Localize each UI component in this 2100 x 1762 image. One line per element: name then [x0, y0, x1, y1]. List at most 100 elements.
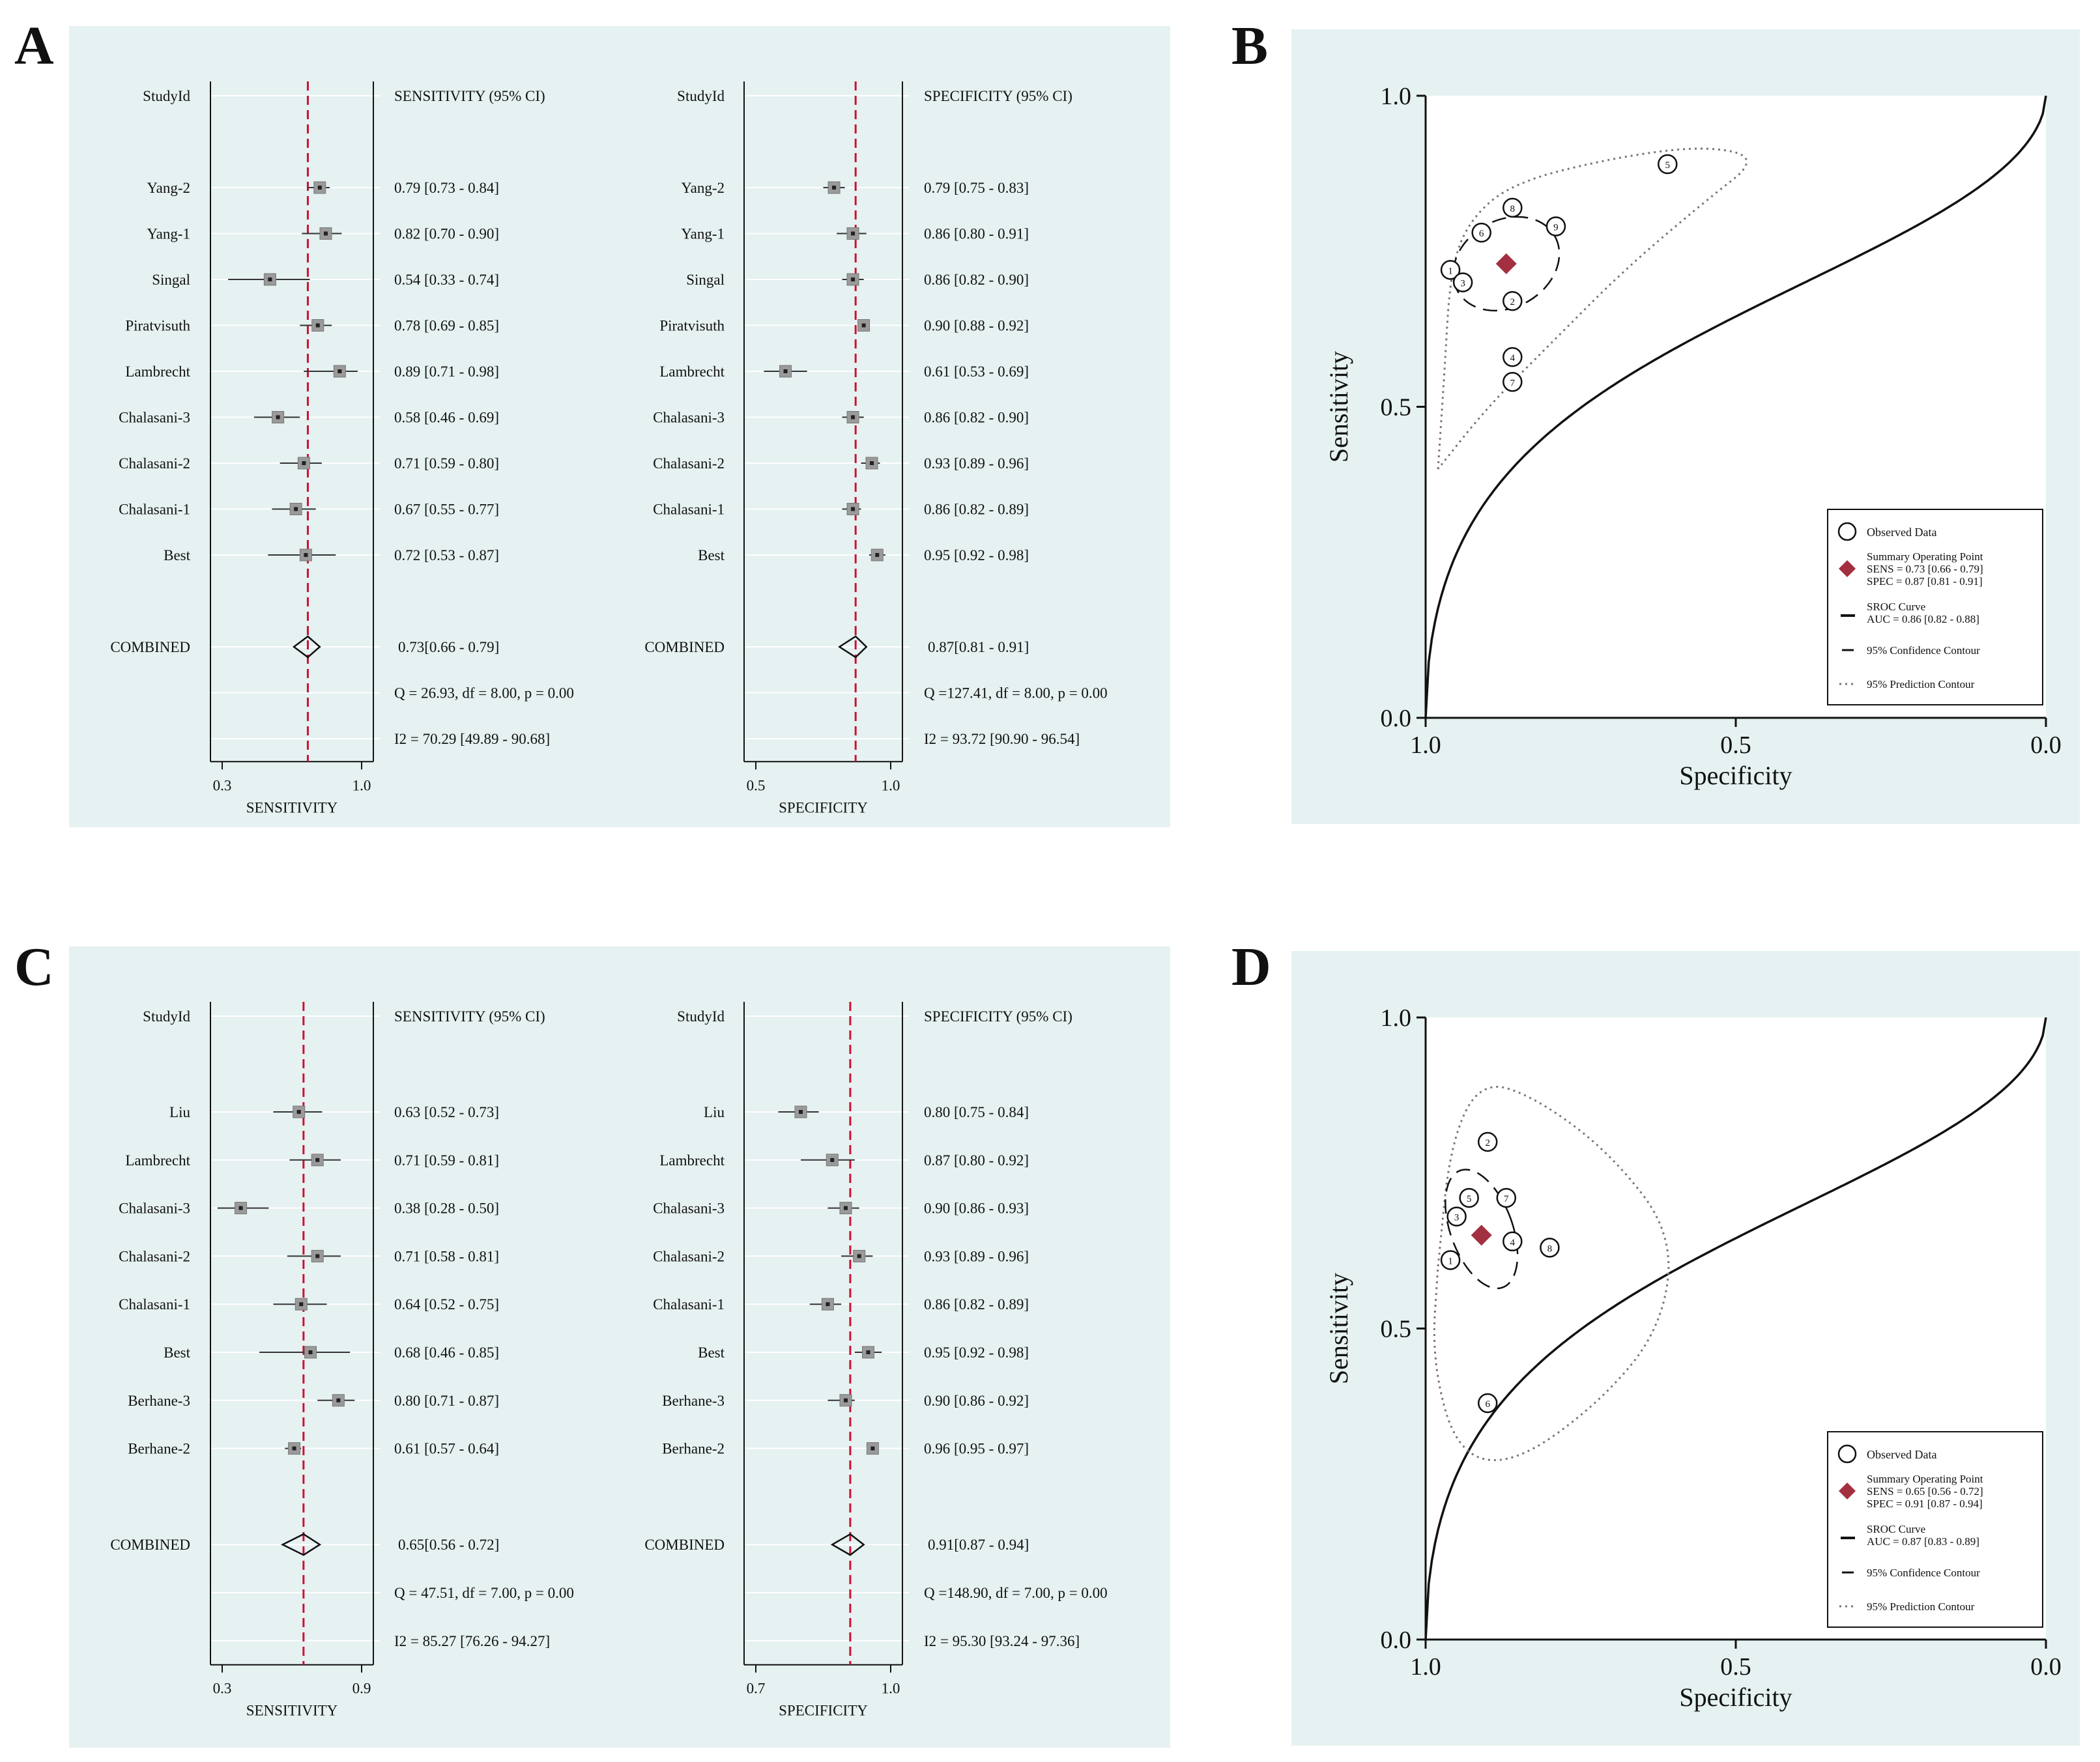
ci-value: 0.96 [0.95 - 0.97] — [924, 1441, 1029, 1457]
legend-box — [1827, 1431, 2043, 1628]
ci-value: 0.80 [0.71 - 0.87] — [394, 1393, 499, 1409]
estimate-dot — [875, 553, 880, 557]
i2-statistic: I2 = 85.27 [76.26 - 94.27] — [394, 1633, 550, 1649]
legend-summary-sens: SENS = 0.65 [0.56 - 0.72] — [1867, 1485, 1983, 1498]
ci-value: 0.71 [0.58 - 0.81] — [394, 1248, 499, 1264]
study-name: Lambrecht — [125, 363, 190, 380]
observed-point — [1658, 154, 1678, 175]
ci-value: 0.93 [0.89 - 0.96] — [924, 1248, 1029, 1264]
ci-value: 0.80 [0.75 - 0.84] — [924, 1104, 1029, 1120]
observed-point — [1477, 1393, 1498, 1414]
y-tick-label: 1.0 — [1381, 1004, 1412, 1032]
confidence-contour — [1445, 1169, 1519, 1290]
study-name: Yang-1 — [147, 226, 190, 242]
study-name: Liu — [704, 1104, 725, 1120]
observed-point-label: 3 — [1460, 279, 1465, 289]
ci-value: 0.78 [0.69 - 0.85] — [394, 318, 499, 334]
legend-observed-label: Observed Data — [1867, 1448, 1936, 1461]
study-name: Chalasani-1 — [653, 502, 725, 518]
i2-statistic: I2 = 70.29 [49.89 - 90.68] — [394, 731, 550, 747]
estimate-dot — [844, 1206, 848, 1210]
y-tick-label: 0.0 — [1381, 1627, 1412, 1654]
study-name: Yang-2 — [147, 180, 190, 196]
ci-value: 0.86 [0.82 - 0.90] — [924, 272, 1029, 288]
x-tick-label: 0.5 — [747, 777, 766, 793]
combined-value: 0.87[0.81 - 0.91] — [928, 639, 1029, 655]
legend-sroc-title: SROC Curve — [1867, 601, 1925, 613]
combined-value: 0.65[0.56 - 0.72] — [398, 1537, 499, 1553]
panel-letter: A — [14, 16, 54, 76]
study-name: Chalasani-2 — [653, 1248, 725, 1264]
legend-observed-symbol — [1837, 1444, 1857, 1464]
x-tick-label: 1.0 — [1410, 1653, 1441, 1681]
combined-diamond — [280, 1533, 322, 1556]
observed-point-label: 5 — [1665, 160, 1671, 171]
study-name: Chalasani-2 — [119, 1248, 190, 1264]
ci-header: SENSITIVITY (95% CI) — [394, 88, 545, 104]
legend: Observed Data Summary Operating PointSENS… — [1827, 1431, 2043, 1628]
ci-value: 0.86 [0.82 - 0.89] — [924, 502, 1029, 518]
observed-point — [1503, 291, 1523, 311]
panel-letter: C — [14, 937, 54, 997]
study-name: Berhane-3 — [662, 1393, 725, 1409]
x-tick-label: 0.0 — [2030, 732, 2062, 759]
study-name: Liu — [169, 1104, 190, 1120]
estimate-dot — [851, 231, 856, 236]
observed-point-label: 7 — [1510, 378, 1516, 388]
observed-point-label: 1 — [1448, 1256, 1453, 1266]
q-statistic: Q =148.90, df = 7.00, p = 0.00 — [924, 1585, 1108, 1601]
study-name: Chalasani-2 — [119, 455, 190, 472]
ci-value: 0.79 [0.75 - 0.83] — [924, 180, 1029, 196]
ci-value: 0.63 [0.52 - 0.73] — [394, 1104, 499, 1120]
study-name: Chalasani-3 — [653, 410, 725, 426]
estimate-dot — [268, 277, 272, 281]
combined-label: COMBINED — [644, 1537, 725, 1553]
legend-summary-spec: SPEC = 0.87 [0.81 - 0.91] — [1867, 575, 1983, 588]
study-name: Piratvisuth — [125, 318, 190, 334]
specificity-forest: 0.7 1.0 SPECIFICITY StudyId SPECIFICITY (95%… — [644, 1002, 1108, 1719]
estimate-dot — [292, 1446, 296, 1451]
estimate-dot — [870, 461, 874, 465]
q-statistic: Q = 26.93, df = 8.00, p = 0.00 — [394, 685, 574, 702]
study-name: Yang-1 — [681, 226, 725, 242]
observed-point — [1503, 372, 1523, 392]
study-name: Chalasani-3 — [119, 410, 190, 426]
study-name: Best — [698, 1344, 725, 1361]
observed-point — [1459, 1187, 1479, 1208]
study-name: Chalasani-3 — [653, 1201, 725, 1217]
observed-point-label: 4 — [1510, 1238, 1516, 1248]
legend-summary-spec: SPEC = 0.91 [0.87 - 0.94] — [1867, 1498, 1983, 1510]
observed-point — [1496, 1187, 1517, 1208]
ci-header: SPECIFICITY (95% CI) — [924, 88, 1072, 104]
estimate-dot — [323, 231, 328, 236]
y-tick-label: 1.0 — [1381, 83, 1412, 110]
legend-summary-title: Summary Operating Point — [1867, 550, 1983, 563]
legend-summary-sens: SENS = 0.73 [0.66 - 0.79] — [1867, 563, 1983, 575]
study-name: Chalasani-1 — [119, 502, 190, 518]
x-tick-label: 0.5 — [1720, 732, 1751, 759]
ci-value: 0.79 [0.73 - 0.84] — [394, 180, 499, 196]
i2-statistic: I2 = 93.72 [90.90 - 96.54] — [924, 731, 1080, 747]
ci-value: 0.68 [0.46 - 0.85] — [394, 1344, 499, 1361]
estimate-dot — [238, 1206, 243, 1210]
observed-point-label: 2 — [1510, 297, 1516, 307]
x-tick-label: 0.7 — [747, 1681, 766, 1697]
panel-letter: B — [1231, 16, 1268, 76]
observed-point-label: 1 — [1448, 266, 1453, 276]
estimate-dot — [302, 461, 306, 465]
estimate-dot — [299, 1302, 304, 1307]
legend-sroc-auc: AUC = 0.86 [0.82 - 0.88] — [1867, 613, 1979, 625]
sensitivity-forest: 0.3 0.9 SENSITIVITY StudyId SENSITIVITY (95%… — [110, 1002, 574, 1719]
estimate-dot — [317, 186, 322, 190]
legend-pred-label: 95% Prediction Contour — [1867, 1600, 1975, 1613]
combined-label: COMBINED — [110, 1537, 190, 1553]
observed-point — [1477, 1131, 1498, 1152]
estimate-dot — [294, 507, 298, 511]
legend-summary-symbol — [1839, 1483, 1856, 1499]
q-statistic: Q =127.41, df = 8.00, p = 0.00 — [924, 685, 1108, 702]
observed-point-label: 3 — [1454, 1213, 1460, 1223]
estimate-dot — [315, 323, 320, 328]
y-axis-title: Sensitivity — [1324, 351, 1353, 462]
legend-conf-label: 95% Confidence Contour — [1867, 1567, 1980, 1579]
